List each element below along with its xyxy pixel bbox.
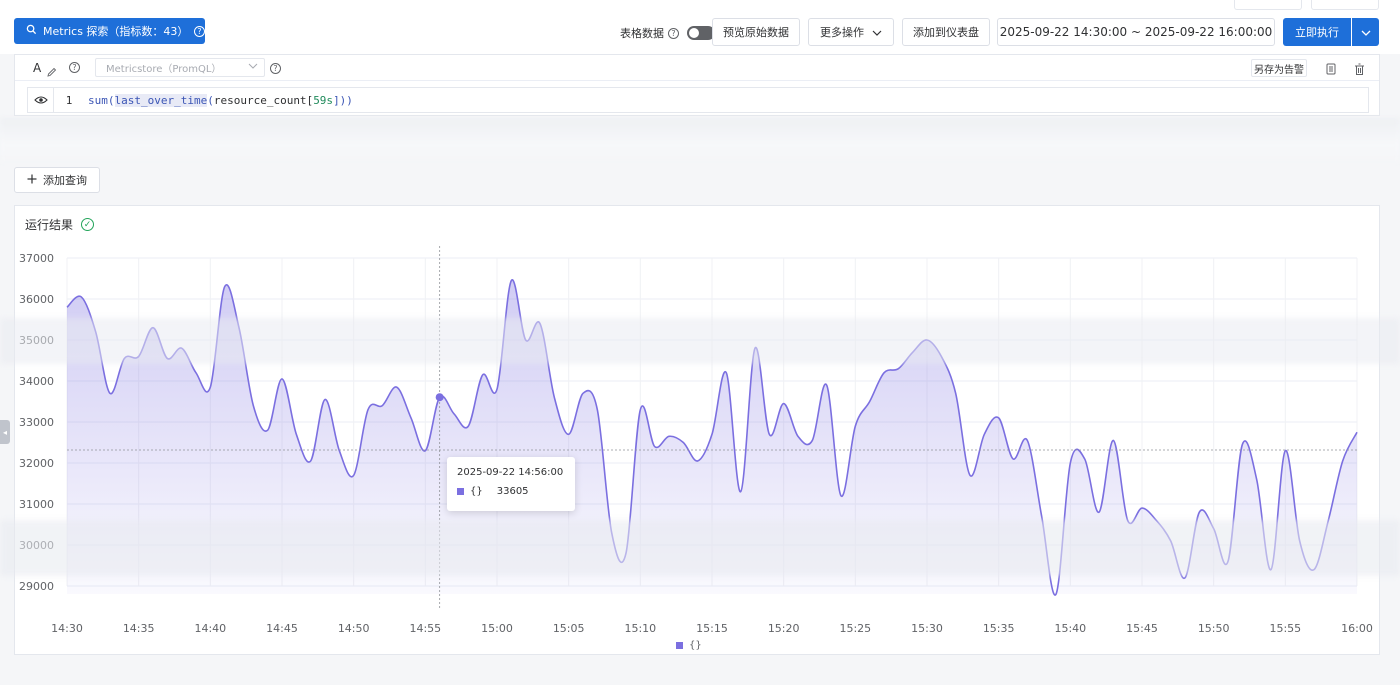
query-editor-panel: A ? Metricstore（PromQL） ? 另存为告警 1 sum(la… <box>14 54 1380 116</box>
code-range: 59s <box>313 93 334 107</box>
run-options-dropdown[interactable] <box>1352 18 1379 46</box>
help-icon[interactable]: ? <box>668 27 679 39</box>
tooltip-time: 2025-09-22 14:56:00 <box>457 467 564 478</box>
result-title: 运行结果 <box>25 218 74 232</box>
time-range-picker[interactable]: 2025-09-22 14:30:00 ~ 2025-09-22 16:00:0… <box>997 18 1275 46</box>
preview-raw-label: 预览原始数据 <box>723 26 789 39</box>
promql-editor[interactable]: 1 sum(last_over_time(resource_count[59s]… <box>27 87 1369 113</box>
query-code: sum(last_over_time(resource_count[59s])) <box>84 93 353 107</box>
legend-swatch <box>676 642 683 649</box>
add-to-dashboard-button[interactable]: 添加到仪表盘 <box>902 18 990 46</box>
help-icon[interactable]: ? <box>270 63 281 74</box>
redacted-area <box>0 118 1400 162</box>
more-actions-label: 更多操作 <box>820 26 864 39</box>
table-data-label: 表格数据 <box>620 27 664 40</box>
code-sum-fn: sum( <box>88 93 115 107</box>
run-now-button[interactable]: 立即执行 <box>1283 18 1351 46</box>
x-tick-label: 15:05 <box>553 622 585 635</box>
run-now-label: 立即执行 <box>1295 26 1339 39</box>
x-tick-label: 15:10 <box>624 622 656 635</box>
x-tick-label: 15:30 <box>911 622 943 635</box>
query-label-a-icon[interactable]: A <box>33 61 42 75</box>
result-header: 运行结果 ✓ <box>25 216 95 233</box>
code-paren: ( <box>207 93 214 107</box>
eye-icon[interactable] <box>28 88 54 112</box>
top-toolbar: Metrics 探索（指标数：43） ? 表格数据 ? 预览原始数据 更多操作 … <box>0 0 1400 54</box>
chevron-down-icon <box>872 26 882 39</box>
time-range-value: 2025-09-22 14:30:00 ~ 2025-09-22 16:00:0… <box>999 25 1273 39</box>
datasource-select[interactable]: Metricstore（PromQL） <box>95 58 265 77</box>
more-actions-dropdown[interactable]: 更多操作 <box>808 18 894 46</box>
save-as-alert-label: 另存为告警 <box>1254 64 1304 76</box>
redacted-area <box>0 318 1400 364</box>
y-tick-label: 33000 <box>19 416 54 429</box>
save-as-alert-button[interactable]: 另存为告警 <box>1251 59 1307 77</box>
collapse-handle-icon[interactable]: ◂ <box>0 420 10 444</box>
x-tick-label: 14:50 <box>338 622 370 635</box>
y-tick-label: 32000 <box>19 457 54 470</box>
series-swatch <box>457 488 464 495</box>
x-tick-label: 16:00 <box>1341 622 1373 635</box>
delete-icon[interactable] <box>1354 61 1365 80</box>
x-tick-label: 15:00 <box>481 622 513 635</box>
table-data-toggle-group: 表格数据 ? <box>620 25 715 41</box>
x-tick-label: 15:25 <box>839 622 871 635</box>
x-tick-label: 15:55 <box>1269 622 1301 635</box>
help-icon[interactable]: ? <box>194 25 205 37</box>
check-circle-icon: ✓ <box>81 218 95 231</box>
tooltip-value: 33605 <box>496 486 529 497</box>
y-tick-label: 34000 <box>19 375 54 388</box>
x-tick-label: 15:15 <box>696 622 728 635</box>
copy-icon[interactable] <box>1326 61 1337 80</box>
chart-legend[interactable]: {} <box>676 640 702 651</box>
tooltip-series: {} <box>470 486 483 497</box>
series-line <box>66 279 1358 596</box>
x-tick-label: 15:35 <box>983 622 1015 635</box>
query-toolbar: A ? Metricstore（PromQL） ? 另存为告警 <box>15 55 1379 81</box>
add-to-dashboard-label: 添加到仪表盘 <box>913 26 979 39</box>
x-tick-label: 14:55 <box>409 622 441 635</box>
code-close: ])) <box>333 93 353 107</box>
help-icon[interactable]: ? <box>69 62 80 73</box>
add-query-button[interactable]: 添加查询 <box>14 167 100 193</box>
x-tick-label: 14:45 <box>266 622 298 635</box>
chevron-down-icon <box>1361 26 1371 39</box>
add-query-label: 添加查询 <box>43 174 87 187</box>
x-tick-label: 14:40 <box>194 622 226 635</box>
x-tick-label: 14:35 <box>123 622 155 635</box>
y-tick-label: 37000 <box>19 252 54 265</box>
edit-icon[interactable] <box>47 62 57 81</box>
metrics-explore-button[interactable]: Metrics 探索（指标数：43） ? <box>14 18 205 44</box>
code-last-over-time-fn: last_over_time <box>114 93 208 107</box>
series-area <box>67 279 1357 596</box>
redacted-area <box>0 520 1400 576</box>
table-data-toggle[interactable] <box>687 26 715 40</box>
legend-label: {} <box>689 640 702 651</box>
hover-point <box>435 393 444 402</box>
hidden-button-left[interactable] <box>1234 0 1302 10</box>
chevron-down-icon <box>248 61 258 72</box>
plus-icon <box>27 174 37 187</box>
chart-tooltip: 2025-09-22 14:56:00 {} 33605 <box>447 457 575 511</box>
x-tick-label: 15:50 <box>1198 622 1230 635</box>
x-tick-label: 14:30 <box>51 622 83 635</box>
x-tick-label: 15:45 <box>1126 622 1158 635</box>
datasource-placeholder: Metricstore（PromQL） <box>106 64 222 75</box>
x-tick-label: 15:20 <box>768 622 800 635</box>
metrics-explore-label: Metrics 探索（指标数：43） <box>43 25 189 38</box>
x-tick-label: 15:40 <box>1054 622 1086 635</box>
search-icon <box>26 24 37 38</box>
preview-raw-data-button[interactable]: 预览原始数据 <box>712 18 800 46</box>
y-tick-label: 31000 <box>19 498 54 511</box>
line-number: 1 <box>65 93 73 107</box>
y-tick-label: 36000 <box>19 293 54 306</box>
y-tick-label: 29000 <box>19 580 54 593</box>
hidden-button-right[interactable] <box>1311 0 1379 10</box>
code-metric: resource_count[ <box>213 93 314 107</box>
